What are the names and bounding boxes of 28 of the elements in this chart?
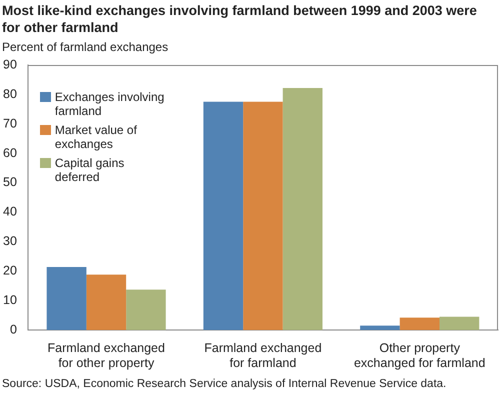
bar — [282, 88, 322, 330]
bar — [126, 290, 166, 330]
y-tick-label: 80 — [3, 86, 17, 101]
bar — [243, 102, 283, 330]
x-tick-label: Farmland exchanged for other property — [48, 340, 166, 370]
legend-label: Exchanges involving farmland — [54, 90, 165, 118]
bar — [203, 102, 244, 330]
source-note: Source: USDA, Economic Research Service analysis of Internal Revenue Service data. — [2, 378, 446, 390]
bar — [360, 326, 400, 330]
bar — [400, 318, 440, 330]
x-tick-label: Farmland exchanged for farmland — [204, 340, 322, 370]
y-tick-label: 90 — [3, 57, 17, 72]
legend-label: Capital gains deferred — [54, 156, 126, 184]
y-tick-label: 10 — [3, 293, 17, 308]
bar — [86, 274, 126, 330]
y-tick-label: 30 — [3, 234, 17, 248]
bar — [46, 266, 86, 330]
y-tick-label: 20 — [3, 264, 17, 278]
y-tick-label: 50 — [3, 175, 17, 190]
bar — [440, 316, 480, 330]
y-tick-label: 70 — [3, 116, 17, 130]
chart-title: Most like-kind exchanges involving farmland between 1999 and 2003 were for other farmland — [2, 2, 478, 36]
x-tick-label: Other property exchanged for farmland — [354, 340, 486, 370]
y-tick-label: 0 — [10, 322, 17, 336]
y-tick-label: 60 — [3, 146, 17, 160]
y-axis-title: Percent of farmland exchanges — [2, 40, 168, 54]
y-tick-label: 40 — [3, 204, 17, 219]
legend-label: Market value of exchanges — [54, 123, 138, 151]
